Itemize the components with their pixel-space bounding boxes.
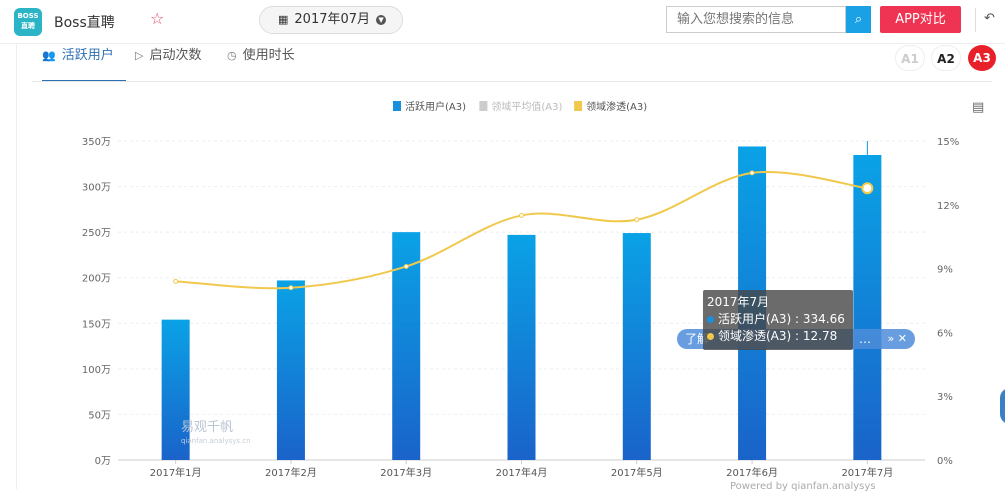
- y2-tick-label: 9%: [937, 265, 953, 276]
- chart-tooltip: 2017年7月 活跃用户(A3) : 334.66 领域渗透(A3) : 12.…: [703, 290, 853, 350]
- tab-label: 活跃用户: [61, 48, 114, 63]
- tab-launch-count[interactable]: ▷ 启动次数: [135, 44, 201, 82]
- y-tick-label: 150万: [82, 319, 111, 330]
- back-arrow-icon[interactable]: ↶: [984, 11, 995, 26]
- legend-swatch: [479, 101, 488, 111]
- x-tick-label: 2017年2月: [265, 466, 317, 479]
- floatbar-controls[interactable]: » ✕: [887, 332, 907, 345]
- favorite-star-icon[interactable]: ☆: [150, 9, 165, 28]
- y2-tick-label: 3%: [937, 392, 953, 403]
- x-tick-label: 2017年5月: [611, 466, 663, 479]
- chevron-down-icon: ▼: [376, 14, 387, 25]
- y2-tick-label: 15%: [937, 137, 959, 148]
- legend-swatch: [393, 101, 401, 111]
- tooltip-row-users: 活跃用户(A3) : 334.66: [707, 311, 849, 328]
- penetration-point: [403, 263, 409, 269]
- bar: [507, 234, 536, 460]
- search-button[interactable]: ⌕: [846, 6, 871, 33]
- date-picker[interactable]: ▦ 2017年07月 ▼: [259, 6, 403, 34]
- app-compare-button[interactable]: APP对比: [880, 6, 961, 33]
- x-tick-label: 2017年7月: [841, 466, 893, 479]
- active-users-chart: 活跃用户(A3) 领域平均值(A3) 领域渗透(A3) 0万 50万 100万 150万 20…: [82, 100, 959, 479]
- calendar-icon: ▦: [278, 13, 289, 26]
- x-tick-label: 2017年1月: [150, 466, 202, 479]
- y-tick-label: 350万: [82, 137, 111, 148]
- segment-a1[interactable]: A1: [895, 45, 925, 71]
- y2-tick-label: 6%: [937, 328, 953, 339]
- penetration-point: [634, 217, 640, 223]
- clock-icon: ◷: [227, 49, 237, 62]
- bar: [276, 280, 305, 460]
- x-tick-label: 2017年6月: [726, 466, 778, 479]
- legend-swatch: [574, 101, 583, 111]
- play-icon: ▷: [135, 49, 144, 62]
- penetration-point: [861, 182, 874, 195]
- bar: [161, 319, 190, 460]
- floatbar-tail: …: [859, 332, 872, 346]
- y2-tick-label: 12%: [937, 201, 959, 212]
- x-tick-label: 2017年3月: [380, 466, 432, 479]
- series-dot: [707, 316, 714, 323]
- search-input[interactable]: [666, 6, 846, 33]
- y-tick-label: 250万: [82, 228, 111, 239]
- chart-footnote: Powered by qianfan.analysys: [730, 481, 876, 492]
- date-value: 2017年07月: [294, 12, 371, 27]
- penetration-point: [519, 212, 524, 218]
- y-tick-label: 0万: [95, 456, 111, 467]
- series-dot: [707, 333, 714, 340]
- segment-a2[interactable]: A2: [931, 45, 961, 71]
- penetration-point: [288, 285, 294, 291]
- penetration-point: [749, 170, 755, 176]
- bar: [622, 233, 651, 460]
- search-icon: ⌕: [854, 12, 863, 27]
- legend-label: 活跃用户(A3): [405, 100, 466, 113]
- x-tick-label: 2017年4月: [496, 466, 548, 479]
- users-icon: 👥: [42, 49, 56, 62]
- app-logo: BOSS 直聘: [14, 8, 42, 36]
- y-tick-label: 50万: [88, 410, 111, 421]
- tab-active-users[interactable]: 👥 活跃用户: [42, 44, 126, 82]
- y-tick-label: 300万: [82, 183, 111, 194]
- y-tick-label: 200万: [82, 274, 111, 285]
- divider: [16, 44, 17, 489]
- tooltip-title: 2017年7月: [707, 295, 770, 309]
- tooltip-row-penetration: 领域渗透(A3) : 12.78: [707, 328, 849, 345]
- tab-usage-duration[interactable]: ◷ 使用时长: [227, 44, 295, 82]
- penetration-point: [173, 278, 179, 284]
- tab-label: 启动次数: [149, 48, 202, 63]
- segment-a3[interactable]: A3: [968, 45, 996, 71]
- divider: [0, 43, 1005, 44]
- bar: [853, 154, 882, 460]
- tab-label: 使用时长: [242, 48, 295, 63]
- legend-label: 领域平均值(A3): [491, 100, 562, 113]
- y2-tick-label: 0%: [937, 456, 953, 467]
- divider: [32, 81, 992, 82]
- y-tick-label: 100万: [82, 365, 111, 376]
- side-float-button[interactable]: [1000, 388, 1005, 424]
- app-name: Boss直聘: [54, 15, 115, 31]
- watermark: 易观千帆 qianfan.analysys.cn: [181, 420, 251, 445]
- legend-label: 领域渗透(A3): [586, 100, 647, 113]
- document-icon[interactable]: ▤: [972, 100, 985, 115]
- divider: [975, 8, 976, 32]
